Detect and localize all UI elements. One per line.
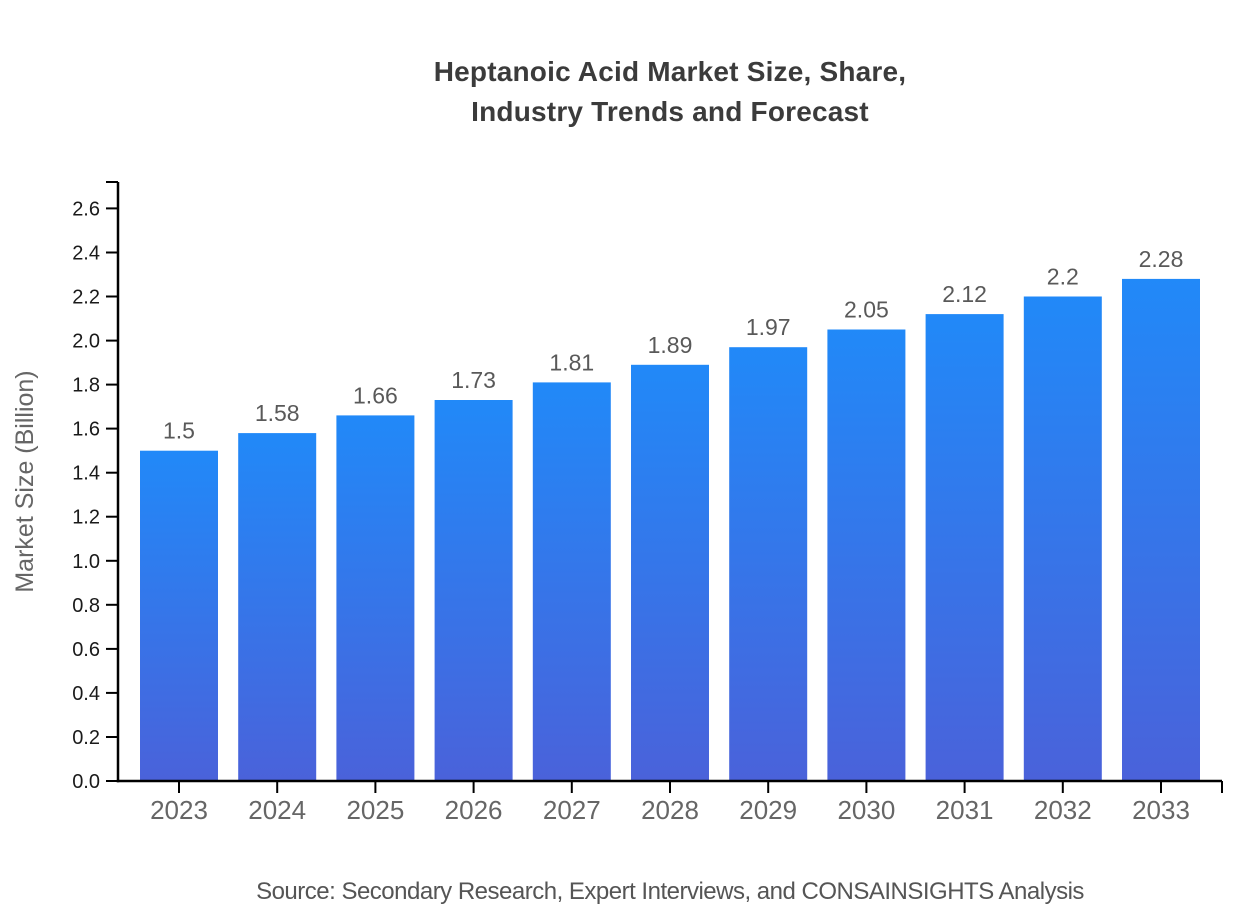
y-tick-label: 0.2: [72, 727, 100, 749]
y-tick-label: 1.8: [72, 375, 100, 397]
x-tick-label: 2023: [150, 795, 208, 825]
bar-value-label: 2.2: [1047, 264, 1079, 290]
chart-title-line-2: Industry Trends and Forecast: [471, 96, 869, 127]
source-note: Source: Secondary Research, Expert Inter…: [256, 878, 1084, 905]
bar-value-label: 1.97: [746, 314, 791, 340]
y-tick-label: 1.0: [72, 551, 100, 573]
y-tick-label: 2.6: [72, 198, 100, 220]
y-tick-label: 2.4: [72, 243, 100, 265]
bar-value-label: 2.05: [844, 297, 889, 323]
x-tick-label: 2027: [543, 795, 601, 825]
x-tick-label: 2030: [837, 795, 895, 825]
bar-value-label: 1.5: [163, 418, 195, 444]
bar: [238, 433, 317, 781]
bar: [827, 329, 906, 781]
bar: [140, 450, 218, 781]
bar-value-label: 1.81: [549, 349, 594, 375]
bar: [925, 314, 1004, 781]
chart-title-line-1: Heptanoic Acid Market Size, Share,: [433, 56, 907, 87]
y-tick-label: 0.0: [72, 771, 100, 793]
bar-value-label: 2.12: [942, 281, 987, 307]
bar: [532, 382, 611, 781]
y-tick-label: 1.6: [72, 419, 100, 441]
bar: [434, 400, 513, 781]
x-tick-label: 2028: [641, 795, 699, 825]
bar: [631, 364, 709, 781]
y-tick-label: 0.8: [72, 595, 100, 617]
chart-title: Heptanoic Acid Market Size, Share, Indus…: [80, 52, 1260, 132]
bar: [1122, 278, 1200, 781]
bar: [1023, 296, 1102, 781]
bar: [336, 415, 415, 781]
y-tick-label: 1.2: [72, 507, 100, 529]
x-tick-label: 2032: [1034, 795, 1092, 825]
x-tick-label: 2026: [445, 795, 503, 825]
bar-value-label: 2.28: [1139, 246, 1184, 272]
x-tick-label: 2031: [936, 795, 994, 825]
y-tick-label: 2.0: [72, 331, 100, 353]
y-tick-label: 0.4: [72, 683, 100, 705]
bar-value-label: 1.73: [451, 367, 496, 393]
y-tick-label: 0.6: [72, 639, 100, 661]
bar-value-label: 1.89: [648, 332, 693, 358]
x-tick-label: 2033: [1132, 795, 1190, 825]
y-tick-label: 2.2: [72, 287, 100, 309]
bar-value-label: 1.58: [255, 400, 300, 426]
y-axis-title: Market Size (Billion): [11, 370, 39, 592]
y-tick-label: 1.4: [72, 463, 100, 485]
bar-value-label: 1.66: [353, 382, 398, 408]
x-tick-label: 2025: [346, 795, 404, 825]
x-tick-label: 2029: [739, 795, 797, 825]
bar: [729, 347, 808, 781]
x-tick-label: 2024: [248, 795, 306, 825]
